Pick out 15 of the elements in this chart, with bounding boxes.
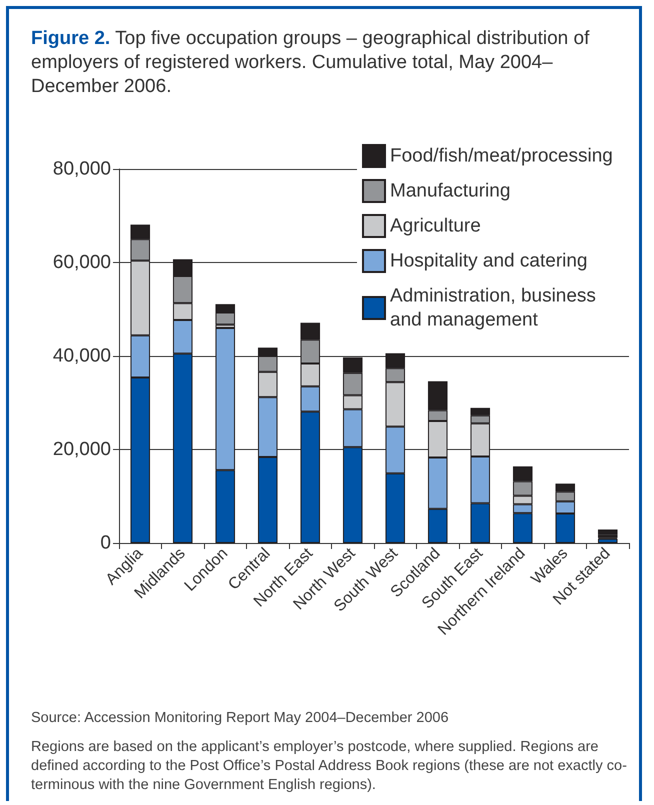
bar xyxy=(598,529,618,535)
legend-label: Administration, business and management xyxy=(390,286,602,330)
y-tick-label: 0 xyxy=(100,532,111,554)
bar xyxy=(598,538,618,543)
y-tick-label: 80,000 xyxy=(52,158,111,180)
legend-label: Food/fish/meat/processing xyxy=(390,146,613,166)
legend-label: Agriculture xyxy=(390,216,481,236)
source-note: Source: Accession Monitoring Report May 2004–December 2006 xyxy=(31,709,450,728)
y-tick-label: 20,000 xyxy=(52,439,111,460)
legend-label: Hospitality and catering xyxy=(390,250,588,272)
text: Regions are based on the applicant’s employer’s postcode, where supplied. Regions are defined according to the Post Office’s Postal Address Book regions (these are not exactly co-terminous with the nine Government English regions). xyxy=(31,738,628,795)
legend-label: Manufacturing xyxy=(390,180,510,202)
y-tick-label: 40,000 xyxy=(52,346,111,366)
y-tick-label: 60,000 xyxy=(52,252,111,273)
chart-title: Figure 2. Top five occupation groups – geographical distribution of employers of registered workers. Cumulative total, May 2004–December 2006. xyxy=(31,27,590,99)
